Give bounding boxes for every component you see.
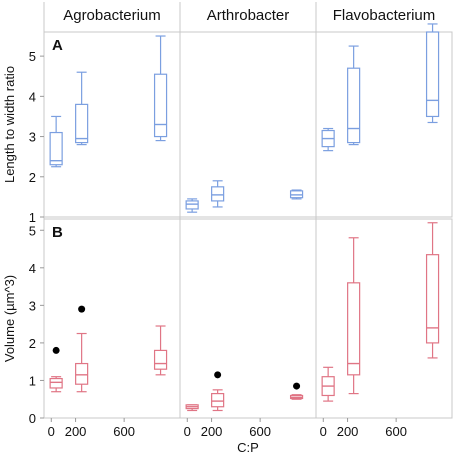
y-axis-title: Volume (µm^3): [2, 275, 17, 362]
facet-title: Agrobacterium: [63, 7, 161, 24]
y-tick-label: 4: [29, 89, 36, 104]
box-outlier: [52, 346, 60, 354]
box-iqr: [211, 392, 225, 408]
y-tick-label: 2: [29, 170, 36, 185]
panel-letter: A: [52, 37, 63, 54]
facet-title: Flavobacterium: [333, 7, 436, 24]
y-axis-title: Length to width ratio: [2, 66, 17, 183]
x-tick-label: 200: [65, 424, 87, 439]
box-iqr: [211, 186, 225, 202]
y-tick-label: 5: [29, 223, 36, 238]
x-axis-title: C:P: [237, 440, 259, 455]
panel-frame: [43, 31, 453, 218]
panel-letter: B: [52, 224, 63, 241]
y-tick-label: 4: [29, 261, 36, 276]
panel-frame: [43, 218, 453, 419]
y-tick-label: 3: [29, 130, 36, 145]
x-tick-label: 200: [337, 424, 359, 439]
y-tick-label: 1: [29, 373, 36, 388]
y-tick-label: 5: [29, 49, 36, 64]
x-tick-label: 600: [249, 424, 271, 439]
box-iqr: [49, 377, 63, 389]
box-iqr: [49, 131, 63, 166]
box-iqr: [347, 282, 361, 376]
y-tick-label: 1: [29, 210, 36, 225]
y-tick-label: 2: [29, 336, 36, 351]
facet-title: Arthrobacter: [207, 7, 290, 24]
x-tick-label: 0: [48, 424, 55, 439]
box-iqr: [425, 254, 440, 344]
y-tick-label: 0: [29, 411, 36, 426]
box-iqr: [185, 200, 199, 210]
x-tick-label: 0: [184, 424, 191, 439]
box-iqr: [153, 349, 168, 370]
box-outlier: [214, 371, 222, 379]
box-iqr: [347, 67, 361, 144]
box-iqr: [75, 103, 89, 144]
x-tick-label: 600: [385, 424, 407, 439]
box-outlier: [78, 305, 86, 313]
y-tick-label: 3: [29, 298, 36, 313]
box-iqr: [425, 31, 440, 118]
x-tick-label: 600: [113, 424, 135, 439]
box-iqr: [153, 73, 168, 138]
box-iqr: [75, 362, 89, 385]
x-tick-label: 0: [320, 424, 327, 439]
x-tick-label: 200: [201, 424, 223, 439]
box-outlier: [293, 382, 301, 390]
